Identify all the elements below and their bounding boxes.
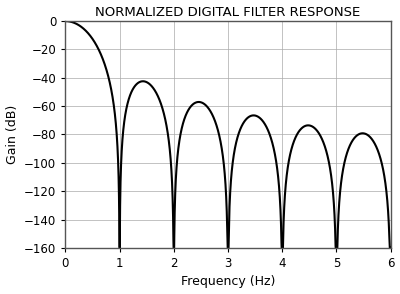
- X-axis label: Frequency (Hz): Frequency (Hz): [181, 275, 275, 288]
- Title: NORMALIZED DIGITAL FILTER RESPONSE: NORMALIZED DIGITAL FILTER RESPONSE: [96, 6, 361, 19]
- Y-axis label: Gain (dB): Gain (dB): [6, 105, 18, 164]
